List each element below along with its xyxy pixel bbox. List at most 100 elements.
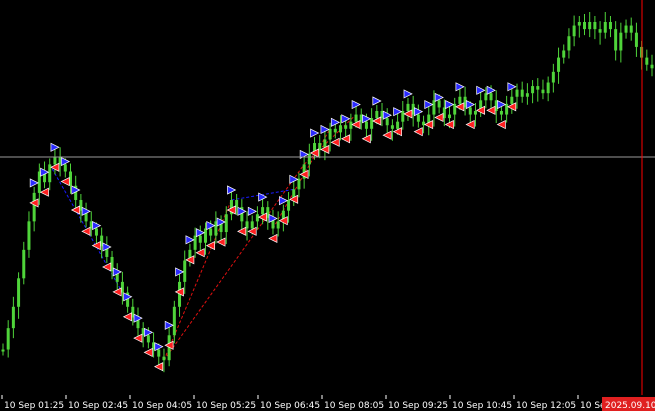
candle-body [479, 100, 483, 111]
buy-arrow-icon [112, 267, 123, 277]
candle-body [650, 64, 654, 69]
candle-body [27, 221, 31, 250]
candle-body [136, 317, 140, 329]
candle-body [458, 96, 462, 104]
buy-arrow-icon [330, 117, 341, 127]
sell-arrow-icon [205, 241, 216, 251]
candle-body [141, 328, 145, 336]
candle-body [209, 228, 213, 236]
buy-arrow-icon [393, 107, 403, 117]
candle [551, 63, 555, 93]
candle-body [188, 249, 192, 261]
candle-body [32, 192, 36, 222]
candle [43, 161, 47, 189]
sell-trend-line [163, 199, 232, 361]
sell-arrow-icon [91, 241, 101, 251]
candle-body [577, 22, 581, 26]
buy-arrow-icon [81, 206, 91, 216]
candle [385, 108, 389, 136]
candle-body [214, 221, 218, 236]
candle-body [401, 111, 405, 122]
candle [473, 103, 477, 127]
candle-body [427, 114, 431, 126]
candle-body [473, 111, 477, 115]
candle-body [115, 271, 119, 282]
candle-body [183, 260, 187, 282]
candle [22, 241, 26, 285]
buy-arrow-icon [133, 313, 143, 323]
candle-body [105, 246, 109, 257]
candle [583, 14, 587, 36]
buy-arrow-icon [102, 242, 112, 252]
candle-body [276, 221, 280, 229]
buy-arrow-icon [164, 320, 174, 330]
candle-body [292, 189, 296, 200]
candle [297, 172, 301, 198]
candles [1, 12, 654, 373]
buy-arrow-icon [351, 99, 361, 110]
sell-arrow-icon [320, 144, 330, 155]
candle-body [364, 121, 368, 129]
buy-arrow-icon [154, 342, 164, 352]
current-time-badge-text: 2025.09.10 [605, 401, 655, 411]
candle [240, 199, 244, 232]
buy-arrow-icon [247, 206, 257, 216]
candle-body [505, 103, 509, 115]
candle [411, 95, 415, 127]
buy-arrow-icon [50, 142, 60, 152]
candle-body [255, 214, 259, 222]
buy-trend-line [231, 188, 294, 201]
candle [634, 22, 638, 57]
candle [6, 320, 10, 358]
buy-arrow-icon [227, 185, 237, 195]
buy-arrow-icon [40, 167, 50, 177]
candle-body [416, 114, 420, 122]
candle [79, 194, 83, 223]
candle [536, 78, 540, 102]
candle [172, 300, 176, 344]
buy-arrow-icon [144, 327, 154, 337]
signal-arrows [29, 82, 517, 372]
candle [152, 332, 156, 358]
sell-arrow-icon [133, 333, 143, 343]
buy-arrow-icon [195, 228, 206, 238]
buy-arrow-icon [434, 92, 444, 103]
candle-body [198, 235, 202, 243]
x-tick-label: 10 Sep 08:05 [324, 401, 384, 411]
candle [510, 86, 514, 114]
sell-arrow-icon [237, 226, 247, 236]
candle-body [468, 107, 472, 115]
candle [588, 12, 592, 38]
sell-arrow-icon [278, 216, 288, 226]
buy-arrow-icon [403, 89, 413, 99]
buy-arrow-icon [341, 114, 351, 124]
candle-body [11, 306, 15, 329]
candle [229, 190, 233, 221]
sell-arrow-icon [216, 237, 226, 247]
buy-arrow-icon [486, 85, 496, 95]
candle-body [307, 153, 311, 165]
x-axis: 10 Sep 01:25 10 Sep 02:45 10 Sep 04:05 10 S… [1, 395, 612, 411]
candle [619, 22, 623, 63]
candle-body [100, 235, 104, 247]
candle [27, 211, 31, 258]
candle [629, 17, 633, 41]
buy-arrow-icon [465, 99, 476, 110]
candle-body [494, 100, 498, 111]
buy-arrow-icon [185, 235, 195, 245]
candle [593, 16, 597, 40]
candle [261, 197, 265, 225]
candle-body [157, 349, 161, 357]
candle [390, 119, 394, 141]
candle-body [525, 93, 529, 97]
candle-body [167, 335, 171, 361]
sell-arrow-icon [226, 205, 236, 215]
current-time-badge-bg [602, 397, 655, 411]
current-time-badge: 2025.09.10 [602, 397, 655, 411]
candle-body [126, 292, 130, 307]
candle-body [94, 228, 98, 236]
candle-body [411, 103, 415, 115]
x-tick-label: 10 Sep 12:05 [516, 401, 576, 411]
